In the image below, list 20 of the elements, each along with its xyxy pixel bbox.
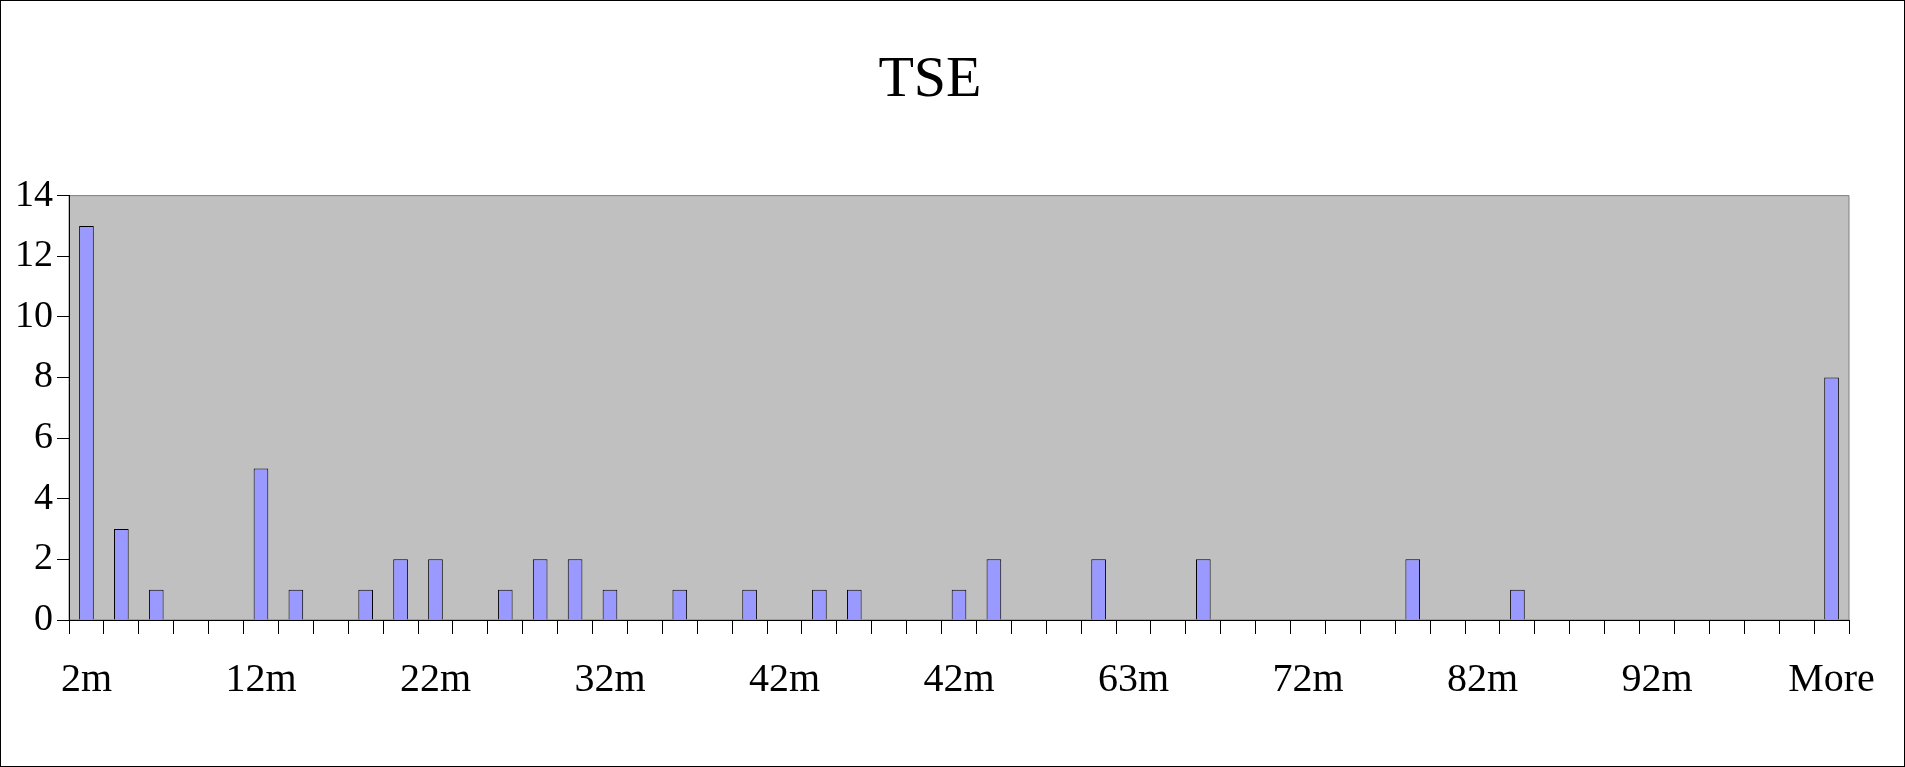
x-tick-label: 32m — [574, 654, 646, 700]
x-tick-label: 63m — [1097, 654, 1170, 700]
y-tick-label: 8 — [34, 353, 53, 396]
x-tick-label: 22m — [399, 654, 472, 700]
x-tick-label: 12m — [225, 654, 297, 700]
y-tick-label: 12 — [15, 232, 53, 275]
x-tick-label: 92m — [1621, 654, 1693, 700]
x-tick-label: 82m — [1446, 654, 1519, 700]
x-tick-label: 42m — [748, 654, 821, 700]
chart-title: TSE — [878, 44, 982, 110]
y-tick-label: 14 — [15, 171, 53, 214]
x-tick-label: 2m — [60, 654, 113, 700]
y-tick-label: 10 — [15, 292, 53, 335]
y-tick-label: 2 — [34, 535, 53, 578]
x-tick-label: More — [1788, 654, 1875, 700]
x-tick-label: 72m — [1272, 654, 1344, 700]
x-tick-label: 42m — [923, 654, 995, 700]
y-tick-label: 6 — [34, 414, 53, 457]
y-tick-label: 0 — [34, 595, 53, 638]
y-tick-label: 4 — [34, 474, 53, 517]
